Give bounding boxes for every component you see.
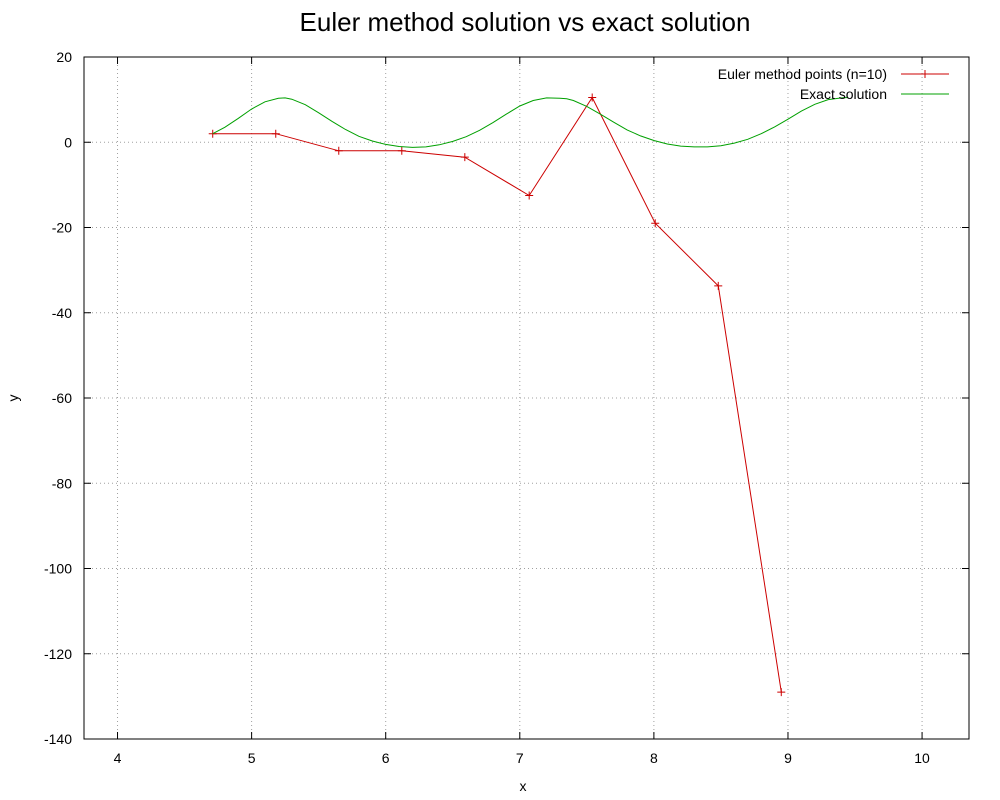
x-axis-label: x (520, 778, 527, 794)
y-tick-label: -80 (52, 475, 72, 491)
data-point (460, 153, 469, 162)
x-tick-label: 4 (114, 750, 122, 766)
data-point (651, 219, 660, 228)
x-tick-label: 6 (382, 750, 390, 766)
axis-ticks (84, 56, 969, 740)
x-tick-label: 9 (784, 750, 792, 766)
x-tick-label: 8 (650, 750, 658, 766)
grid (84, 56, 969, 740)
legend-label: Exact solution (800, 86, 887, 102)
y-tick-label: -140 (44, 731, 72, 747)
data-point (777, 688, 786, 697)
data-point (714, 281, 723, 290)
data-point (588, 93, 597, 102)
data-point (525, 191, 534, 200)
x-tick-labels: 4 5 6 7 8 9 10 (114, 750, 930, 766)
y-axis-label: y (5, 395, 21, 402)
x-tick-label: 5 (248, 750, 256, 766)
data-point (397, 146, 406, 155)
data-point (271, 129, 280, 138)
y-tick-label: 0 (64, 134, 72, 150)
y-tick-label: 20 (56, 49, 72, 65)
legend-label: Euler method points (n=10) (718, 66, 887, 82)
series-line-1 (212, 96, 782, 693)
chart-title: Euler method solution vs exact solution (300, 7, 751, 37)
y-tick-label: -20 (52, 220, 72, 236)
y-tick-label: -100 (44, 561, 72, 577)
y-tick-label: -60 (52, 390, 72, 406)
legend-marker (921, 70, 929, 78)
series-line-2 (212, 97, 849, 148)
data-point (334, 146, 343, 155)
legend: Euler method points (n=10) Exact solution (718, 66, 949, 102)
x-tick-label: 10 (914, 750, 930, 766)
y-tick-label: -120 (44, 646, 72, 662)
y-tick-label: -40 (52, 305, 72, 321)
plot-area (208, 93, 849, 697)
y-tick-labels: 20 0 -20 -40 -60 -80 -100 -120 -140 (44, 49, 72, 747)
x-tick-label: 7 (516, 750, 524, 766)
